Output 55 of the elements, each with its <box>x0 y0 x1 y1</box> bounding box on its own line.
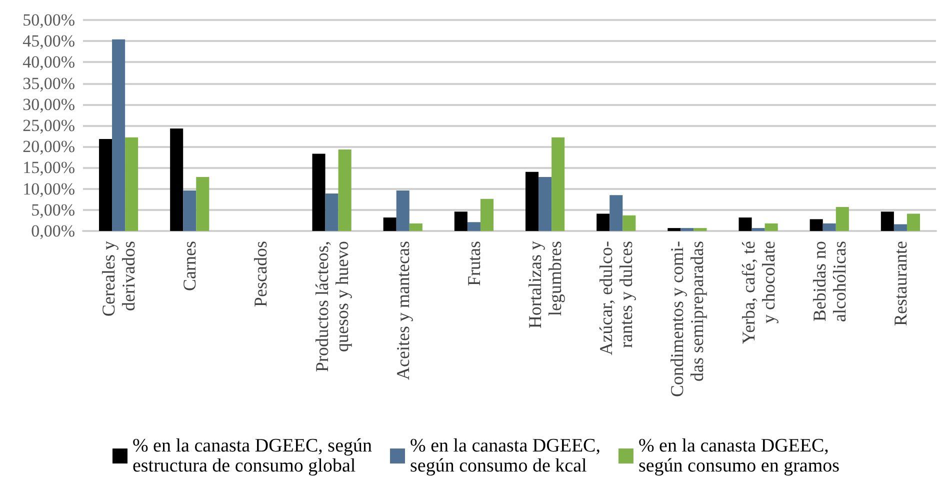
bar <box>525 172 539 231</box>
legend-label: % en la canasta DGEEC, según consumo de kcal <box>410 436 600 476</box>
y-tick-label: 45,00% <box>22 32 75 51</box>
bar <box>810 219 823 231</box>
x-tick-label: Carnes <box>180 241 200 291</box>
bar <box>170 128 184 231</box>
x-tick-label: Hortalizas y legumbres <box>525 241 566 328</box>
y-tick-label: 50,00% <box>22 10 75 30</box>
bar <box>552 137 565 231</box>
bar <box>480 198 494 231</box>
y-tick-label: 10,00% <box>22 179 75 198</box>
bar <box>325 193 338 231</box>
bar <box>183 190 196 231</box>
bar <box>894 224 907 231</box>
x-tick-label: Aceites y mantecas <box>392 241 413 380</box>
bar <box>596 214 610 231</box>
bar <box>538 176 552 231</box>
bar <box>880 212 894 231</box>
bar <box>836 206 849 231</box>
bar <box>622 215 636 231</box>
bar <box>680 228 694 231</box>
bar <box>338 150 352 231</box>
bar <box>312 154 326 231</box>
bar <box>694 228 707 231</box>
bar <box>752 228 765 231</box>
x-tick-label: Restaurante <box>890 240 910 326</box>
bar <box>98 139 112 231</box>
y-tick-label: 0,00% <box>31 222 75 240</box>
bar <box>196 176 210 231</box>
bar <box>906 214 920 231</box>
y-tick-label: 30,00% <box>22 94 75 114</box>
bar <box>738 217 752 231</box>
bar <box>383 217 396 231</box>
y-tick-label: 20,00% <box>22 137 75 156</box>
bar <box>409 223 422 231</box>
bar <box>125 137 138 231</box>
bar <box>610 195 623 231</box>
bar <box>454 212 468 231</box>
x-tick-label: Cereales y derivados <box>98 241 139 316</box>
bar <box>764 223 778 231</box>
bar <box>396 190 410 231</box>
y-tick-label: 40,00% <box>22 52 75 72</box>
bar <box>668 228 681 231</box>
legend-label: % en la canasta DGEEC, según estructura de consumo global <box>132 436 373 476</box>
y-tick-label: 35,00% <box>22 74 75 93</box>
legend-label: % en la canasta DGEEC, según consumo en gramos <box>638 436 840 476</box>
x-tick-label: Frutas <box>464 241 484 286</box>
bar <box>467 222 480 231</box>
y-tick-label: 25,00% <box>22 116 75 135</box>
y-tick-label: 5,00% <box>31 200 75 220</box>
bar <box>822 223 836 231</box>
bar <box>112 39 126 231</box>
x-tick-label: Pescados <box>250 241 271 307</box>
y-tick-label: 15,00% <box>22 158 75 178</box>
x-tick-label: Productos lácteos, quesos y huevo <box>312 241 352 372</box>
